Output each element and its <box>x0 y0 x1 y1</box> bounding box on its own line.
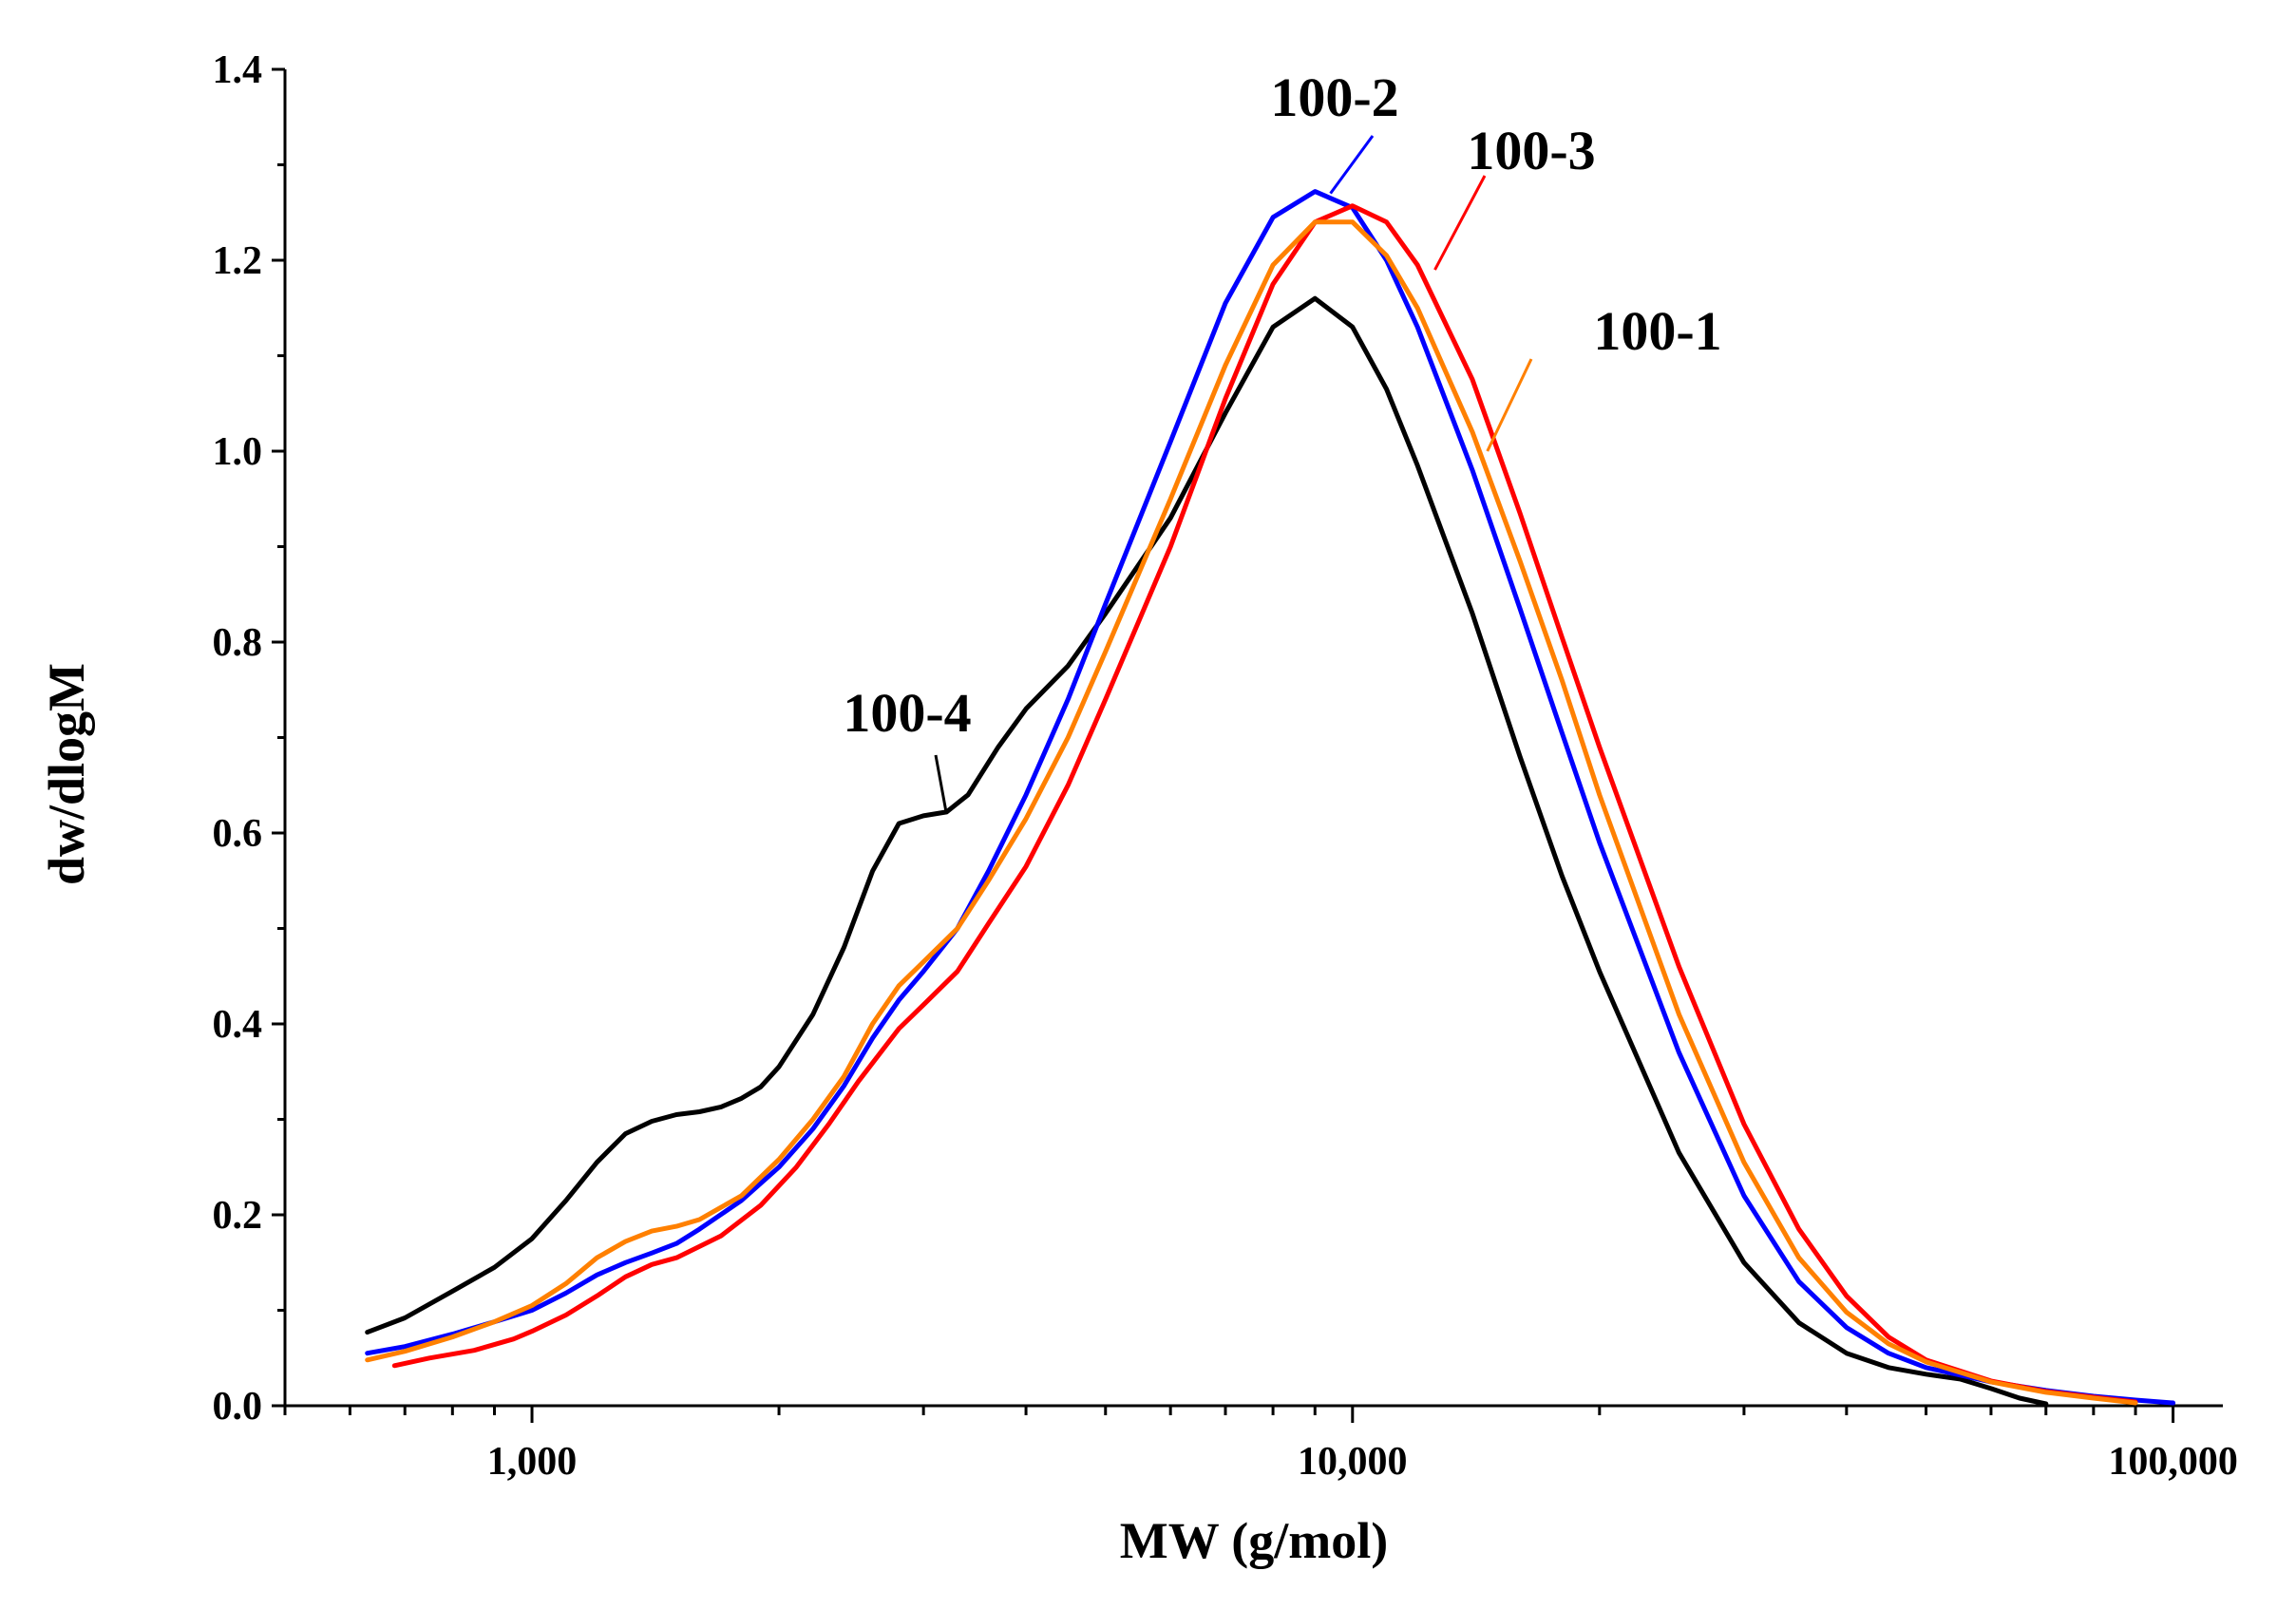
annotation-layer: 100-4 100-2 100-3 100-1 <box>843 66 1722 815</box>
y-tick-label: 1.0 <box>213 430 263 474</box>
annotation-leader-100-2 <box>1329 135 1375 195</box>
series-line-100-1 <box>365 219 2138 1406</box>
annotation-leader-100-4 <box>934 754 948 815</box>
y-tick-label: 1.4 <box>213 48 263 92</box>
series-line-100-2 <box>365 189 2176 1406</box>
series-line-100-3 <box>391 203 2138 1405</box>
y-tick-label: 0.2 <box>213 1194 263 1238</box>
annotation-label-100-2: 100-2 <box>1270 66 1398 128</box>
y-tick-label: 0.6 <box>213 812 263 856</box>
y-axis-title: dw/dlogM <box>38 663 95 885</box>
x-axis-title: MW (g/mol) <box>1120 1512 1388 1569</box>
series-layer <box>365 189 2176 1407</box>
axes: 0.0 0.2 0.4 0.6 0.8 1.0 1.2 1.4 1,000 10,000 100,0… <box>213 48 2238 1484</box>
annotation-label-100-1: 100-1 <box>1593 300 1721 362</box>
annotation-leader-100-3 <box>1433 175 1487 271</box>
x-tick-label: 100,000 <box>2108 1440 2238 1484</box>
x-tick-label: 1,000 <box>487 1440 578 1484</box>
annotation-label-100-3: 100-3 <box>1467 120 1595 181</box>
annotation-label-100-4: 100-4 <box>843 682 971 744</box>
y-tick-label: 0.4 <box>213 1003 263 1047</box>
annotation-leader-100-1 <box>1486 358 1533 452</box>
series-line-100-4 <box>365 295 2049 1407</box>
y-tick-label: 0.8 <box>213 621 263 665</box>
y-tick-label: 1.2 <box>213 239 263 283</box>
y-tick-label: 0.0 <box>213 1385 263 1429</box>
x-tick-label: 10,000 <box>1298 1440 1408 1484</box>
